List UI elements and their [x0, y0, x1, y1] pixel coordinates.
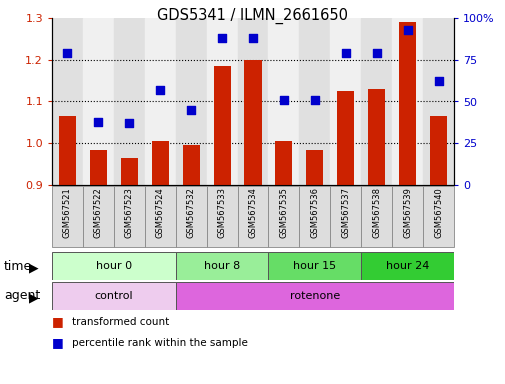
Text: hour 24: hour 24 — [385, 261, 428, 271]
Bar — [306, 149, 323, 185]
Text: agent: agent — [4, 290, 40, 303]
Bar — [237, 18, 268, 185]
Text: GSM567538: GSM567538 — [372, 187, 380, 238]
Point — [279, 97, 287, 103]
Text: ■: ■ — [52, 315, 64, 328]
Text: GSM567539: GSM567539 — [402, 187, 411, 238]
Text: hour 0: hour 0 — [95, 261, 132, 271]
Point — [218, 35, 226, 41]
Bar — [144, 18, 175, 185]
FancyBboxPatch shape — [391, 185, 422, 247]
Point — [248, 35, 257, 41]
FancyBboxPatch shape — [52, 185, 83, 247]
Bar — [182, 145, 199, 185]
Bar — [368, 89, 384, 185]
Text: hour 15: hour 15 — [293, 261, 336, 271]
Bar — [152, 141, 168, 185]
Text: GSM567521: GSM567521 — [63, 187, 72, 238]
Text: control: control — [94, 291, 133, 301]
Bar — [83, 18, 114, 185]
FancyBboxPatch shape — [206, 185, 237, 247]
FancyBboxPatch shape — [361, 252, 453, 280]
FancyBboxPatch shape — [52, 282, 175, 310]
FancyBboxPatch shape — [422, 185, 453, 247]
FancyBboxPatch shape — [299, 185, 330, 247]
Bar — [422, 18, 453, 185]
Bar — [244, 60, 261, 185]
Text: GSM567537: GSM567537 — [340, 187, 349, 238]
Bar — [90, 149, 107, 185]
Bar — [175, 18, 206, 185]
Text: transformed count: transformed count — [72, 317, 169, 327]
Point — [125, 120, 133, 126]
Text: ■: ■ — [52, 336, 64, 349]
Bar — [398, 22, 415, 185]
Bar — [213, 66, 230, 185]
Bar — [59, 116, 76, 185]
Text: ▶: ▶ — [29, 262, 39, 275]
FancyBboxPatch shape — [175, 252, 268, 280]
Bar — [206, 18, 237, 185]
Text: GSM567535: GSM567535 — [279, 187, 288, 238]
FancyBboxPatch shape — [83, 185, 114, 247]
Bar — [52, 18, 83, 185]
Text: ▶: ▶ — [29, 291, 39, 305]
Bar — [299, 18, 330, 185]
FancyBboxPatch shape — [268, 252, 361, 280]
FancyBboxPatch shape — [237, 185, 268, 247]
Bar — [391, 18, 422, 185]
Bar — [429, 116, 446, 185]
Text: GSM567533: GSM567533 — [217, 187, 226, 238]
Text: rotenone: rotenone — [289, 291, 339, 301]
Bar — [114, 18, 144, 185]
Text: percentile rank within the sample: percentile rank within the sample — [72, 338, 247, 348]
Text: GSM567532: GSM567532 — [186, 187, 195, 238]
Point — [434, 78, 442, 84]
Text: GSM567534: GSM567534 — [248, 187, 257, 238]
Point — [94, 119, 102, 125]
Point — [372, 50, 380, 56]
FancyBboxPatch shape — [175, 185, 206, 247]
Bar — [121, 158, 137, 185]
FancyBboxPatch shape — [144, 185, 175, 247]
Point — [341, 50, 349, 56]
Point — [310, 97, 318, 103]
FancyBboxPatch shape — [268, 185, 299, 247]
FancyBboxPatch shape — [175, 282, 453, 310]
Text: GSM567523: GSM567523 — [125, 187, 133, 238]
Point — [63, 50, 71, 56]
Text: hour 8: hour 8 — [204, 261, 240, 271]
Bar — [268, 18, 299, 185]
Bar — [337, 91, 354, 185]
Point — [156, 87, 164, 93]
Text: GSM567524: GSM567524 — [156, 187, 165, 238]
Text: GSM567540: GSM567540 — [433, 187, 442, 238]
Text: GSM567536: GSM567536 — [310, 187, 319, 238]
FancyBboxPatch shape — [361, 185, 391, 247]
Point — [187, 107, 195, 113]
Bar — [361, 18, 391, 185]
Text: time: time — [4, 260, 32, 273]
FancyBboxPatch shape — [52, 252, 175, 280]
FancyBboxPatch shape — [330, 185, 361, 247]
FancyBboxPatch shape — [114, 185, 144, 247]
Text: GSM567522: GSM567522 — [94, 187, 103, 238]
Bar — [330, 18, 361, 185]
Bar — [275, 141, 292, 185]
Text: GDS5341 / ILMN_2661650: GDS5341 / ILMN_2661650 — [157, 8, 348, 24]
Point — [403, 26, 411, 33]
